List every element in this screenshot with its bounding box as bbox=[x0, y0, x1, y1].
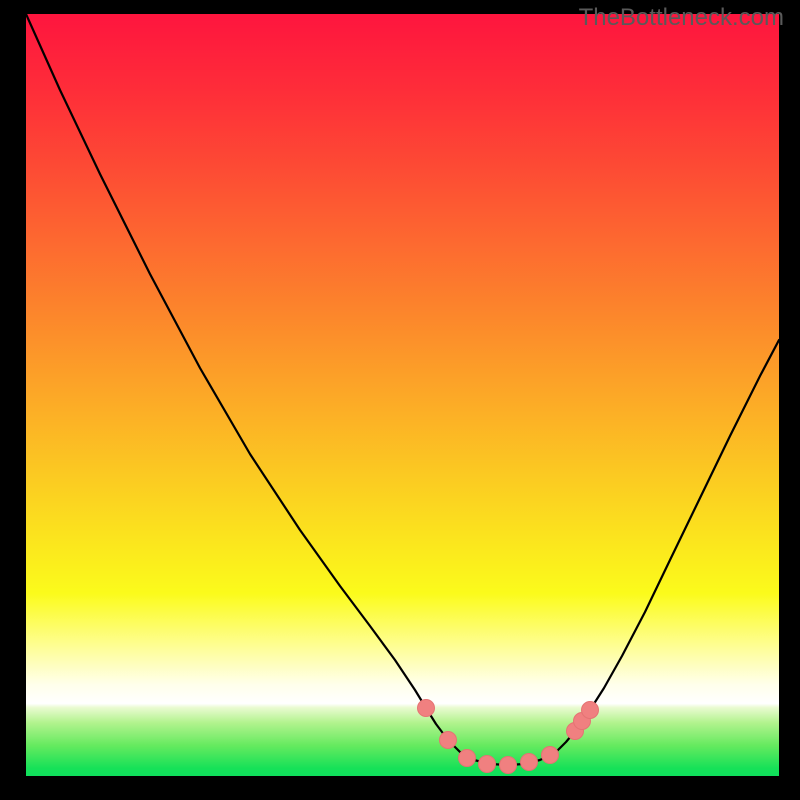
curve-marker bbox=[521, 754, 538, 771]
curve-marker bbox=[418, 700, 435, 717]
chart-gradient-background bbox=[26, 14, 779, 776]
bottleneck-chart: TheBottleneck.com bbox=[0, 0, 800, 800]
curve-marker bbox=[542, 747, 559, 764]
curve-marker bbox=[479, 756, 496, 773]
chart-svg bbox=[0, 0, 800, 800]
curve-marker bbox=[440, 732, 457, 749]
curve-marker bbox=[500, 757, 517, 774]
curve-marker bbox=[459, 750, 476, 767]
curve-marker bbox=[582, 702, 599, 719]
